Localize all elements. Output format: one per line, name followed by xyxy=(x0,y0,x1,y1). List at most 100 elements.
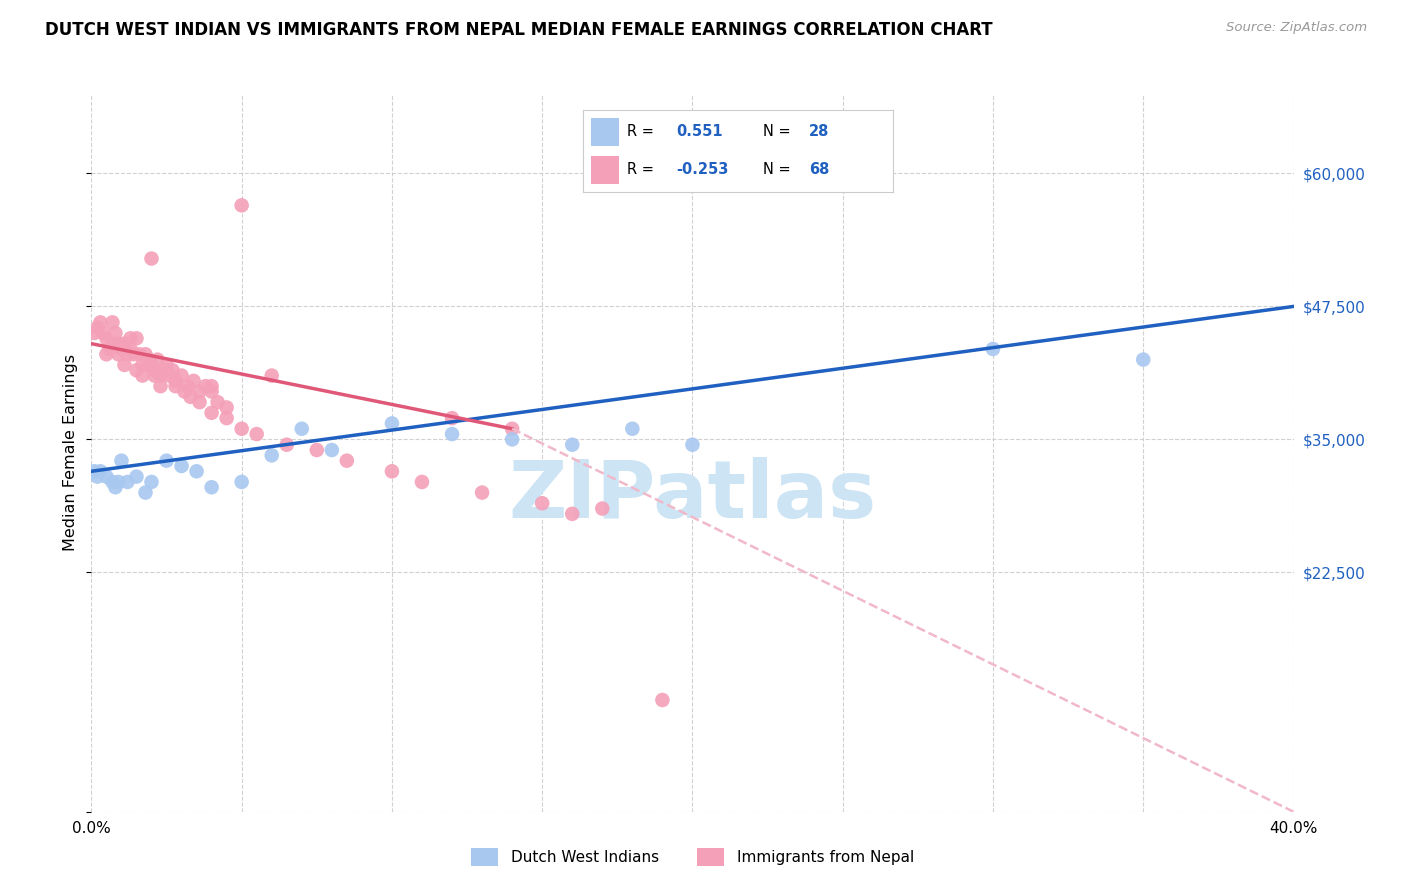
Bar xyxy=(591,118,619,145)
Point xyxy=(131,358,153,372)
Point xyxy=(260,448,283,462)
Point xyxy=(125,469,148,483)
Point xyxy=(107,336,129,351)
Point xyxy=(305,443,328,458)
Point xyxy=(89,315,111,329)
Point xyxy=(155,453,177,467)
Point xyxy=(231,475,253,489)
Point xyxy=(107,347,129,361)
Point xyxy=(131,368,153,383)
Point xyxy=(96,347,118,361)
Point xyxy=(149,368,172,383)
Point xyxy=(180,390,202,404)
Text: N =: N = xyxy=(763,124,790,139)
Point xyxy=(176,379,198,393)
Point xyxy=(531,496,554,510)
Point xyxy=(1132,352,1154,367)
Point xyxy=(651,693,673,707)
Point xyxy=(146,352,169,367)
Point xyxy=(138,352,160,367)
Point xyxy=(101,336,124,351)
Point xyxy=(110,453,132,467)
Point xyxy=(201,384,224,399)
Point xyxy=(201,379,224,393)
Point xyxy=(143,363,166,377)
Point xyxy=(194,379,217,393)
Point xyxy=(128,347,150,361)
Point xyxy=(149,379,172,393)
Legend: Dutch West Indians, Immigrants from Nepal: Dutch West Indians, Immigrants from Nepa… xyxy=(465,841,920,872)
Text: 28: 28 xyxy=(810,124,830,139)
Point xyxy=(89,464,111,478)
Point xyxy=(173,384,195,399)
Text: DUTCH WEST INDIAN VS IMMIGRANTS FROM NEPAL MEDIAN FEMALE EARNINGS CORRELATION CH: DUTCH WEST INDIAN VS IMMIGRANTS FROM NEP… xyxy=(45,21,993,39)
Point xyxy=(186,464,208,478)
Text: -0.253: -0.253 xyxy=(676,162,728,178)
Point xyxy=(411,475,433,489)
Point xyxy=(170,458,193,473)
Point xyxy=(183,374,205,388)
Point xyxy=(440,427,463,442)
Point xyxy=(134,485,156,500)
Point xyxy=(260,368,283,383)
Point xyxy=(141,358,163,372)
Point xyxy=(114,336,136,351)
Point xyxy=(188,395,211,409)
Point xyxy=(591,501,613,516)
Point xyxy=(981,342,1004,356)
Point xyxy=(104,480,127,494)
Point xyxy=(381,417,404,431)
Text: 68: 68 xyxy=(810,162,830,178)
Y-axis label: Median Female Earnings: Median Female Earnings xyxy=(63,354,79,551)
Point xyxy=(155,363,177,377)
Point xyxy=(188,384,211,399)
Point xyxy=(110,342,132,356)
Point xyxy=(215,411,238,425)
Text: 0.551: 0.551 xyxy=(676,124,723,139)
Point xyxy=(471,485,494,500)
Bar xyxy=(591,156,619,184)
Point xyxy=(98,342,121,356)
Point xyxy=(117,475,139,489)
Point xyxy=(141,252,163,266)
Point xyxy=(162,363,184,377)
Point xyxy=(86,469,108,483)
Point xyxy=(101,475,124,489)
Text: N =: N = xyxy=(763,162,790,178)
Point xyxy=(152,363,174,377)
Point xyxy=(159,368,181,383)
Point xyxy=(501,433,523,447)
Point xyxy=(125,363,148,377)
Text: Source: ZipAtlas.com: Source: ZipAtlas.com xyxy=(1226,21,1367,35)
Point xyxy=(276,438,298,452)
Text: ZIPatlas: ZIPatlas xyxy=(509,457,876,535)
Point xyxy=(215,401,238,415)
Text: R =: R = xyxy=(627,162,654,178)
Point xyxy=(501,422,523,436)
Point xyxy=(122,347,145,361)
Point xyxy=(134,347,156,361)
Point xyxy=(681,438,703,452)
Point xyxy=(104,326,127,340)
Point xyxy=(336,453,359,467)
Point xyxy=(86,320,108,334)
Point xyxy=(201,480,224,494)
Point xyxy=(440,411,463,425)
Point xyxy=(165,374,187,388)
Point xyxy=(165,379,187,393)
Text: R =: R = xyxy=(627,124,654,139)
Point xyxy=(381,464,404,478)
Point xyxy=(120,331,142,345)
Point xyxy=(231,422,253,436)
Point xyxy=(120,342,142,356)
Point xyxy=(93,326,115,340)
Point xyxy=(321,443,343,458)
Point xyxy=(83,326,105,340)
Point xyxy=(561,438,583,452)
Point xyxy=(96,469,118,483)
Point xyxy=(207,395,229,409)
Point xyxy=(138,358,160,372)
Point xyxy=(107,475,129,489)
Point xyxy=(621,422,644,436)
Point xyxy=(231,198,253,212)
